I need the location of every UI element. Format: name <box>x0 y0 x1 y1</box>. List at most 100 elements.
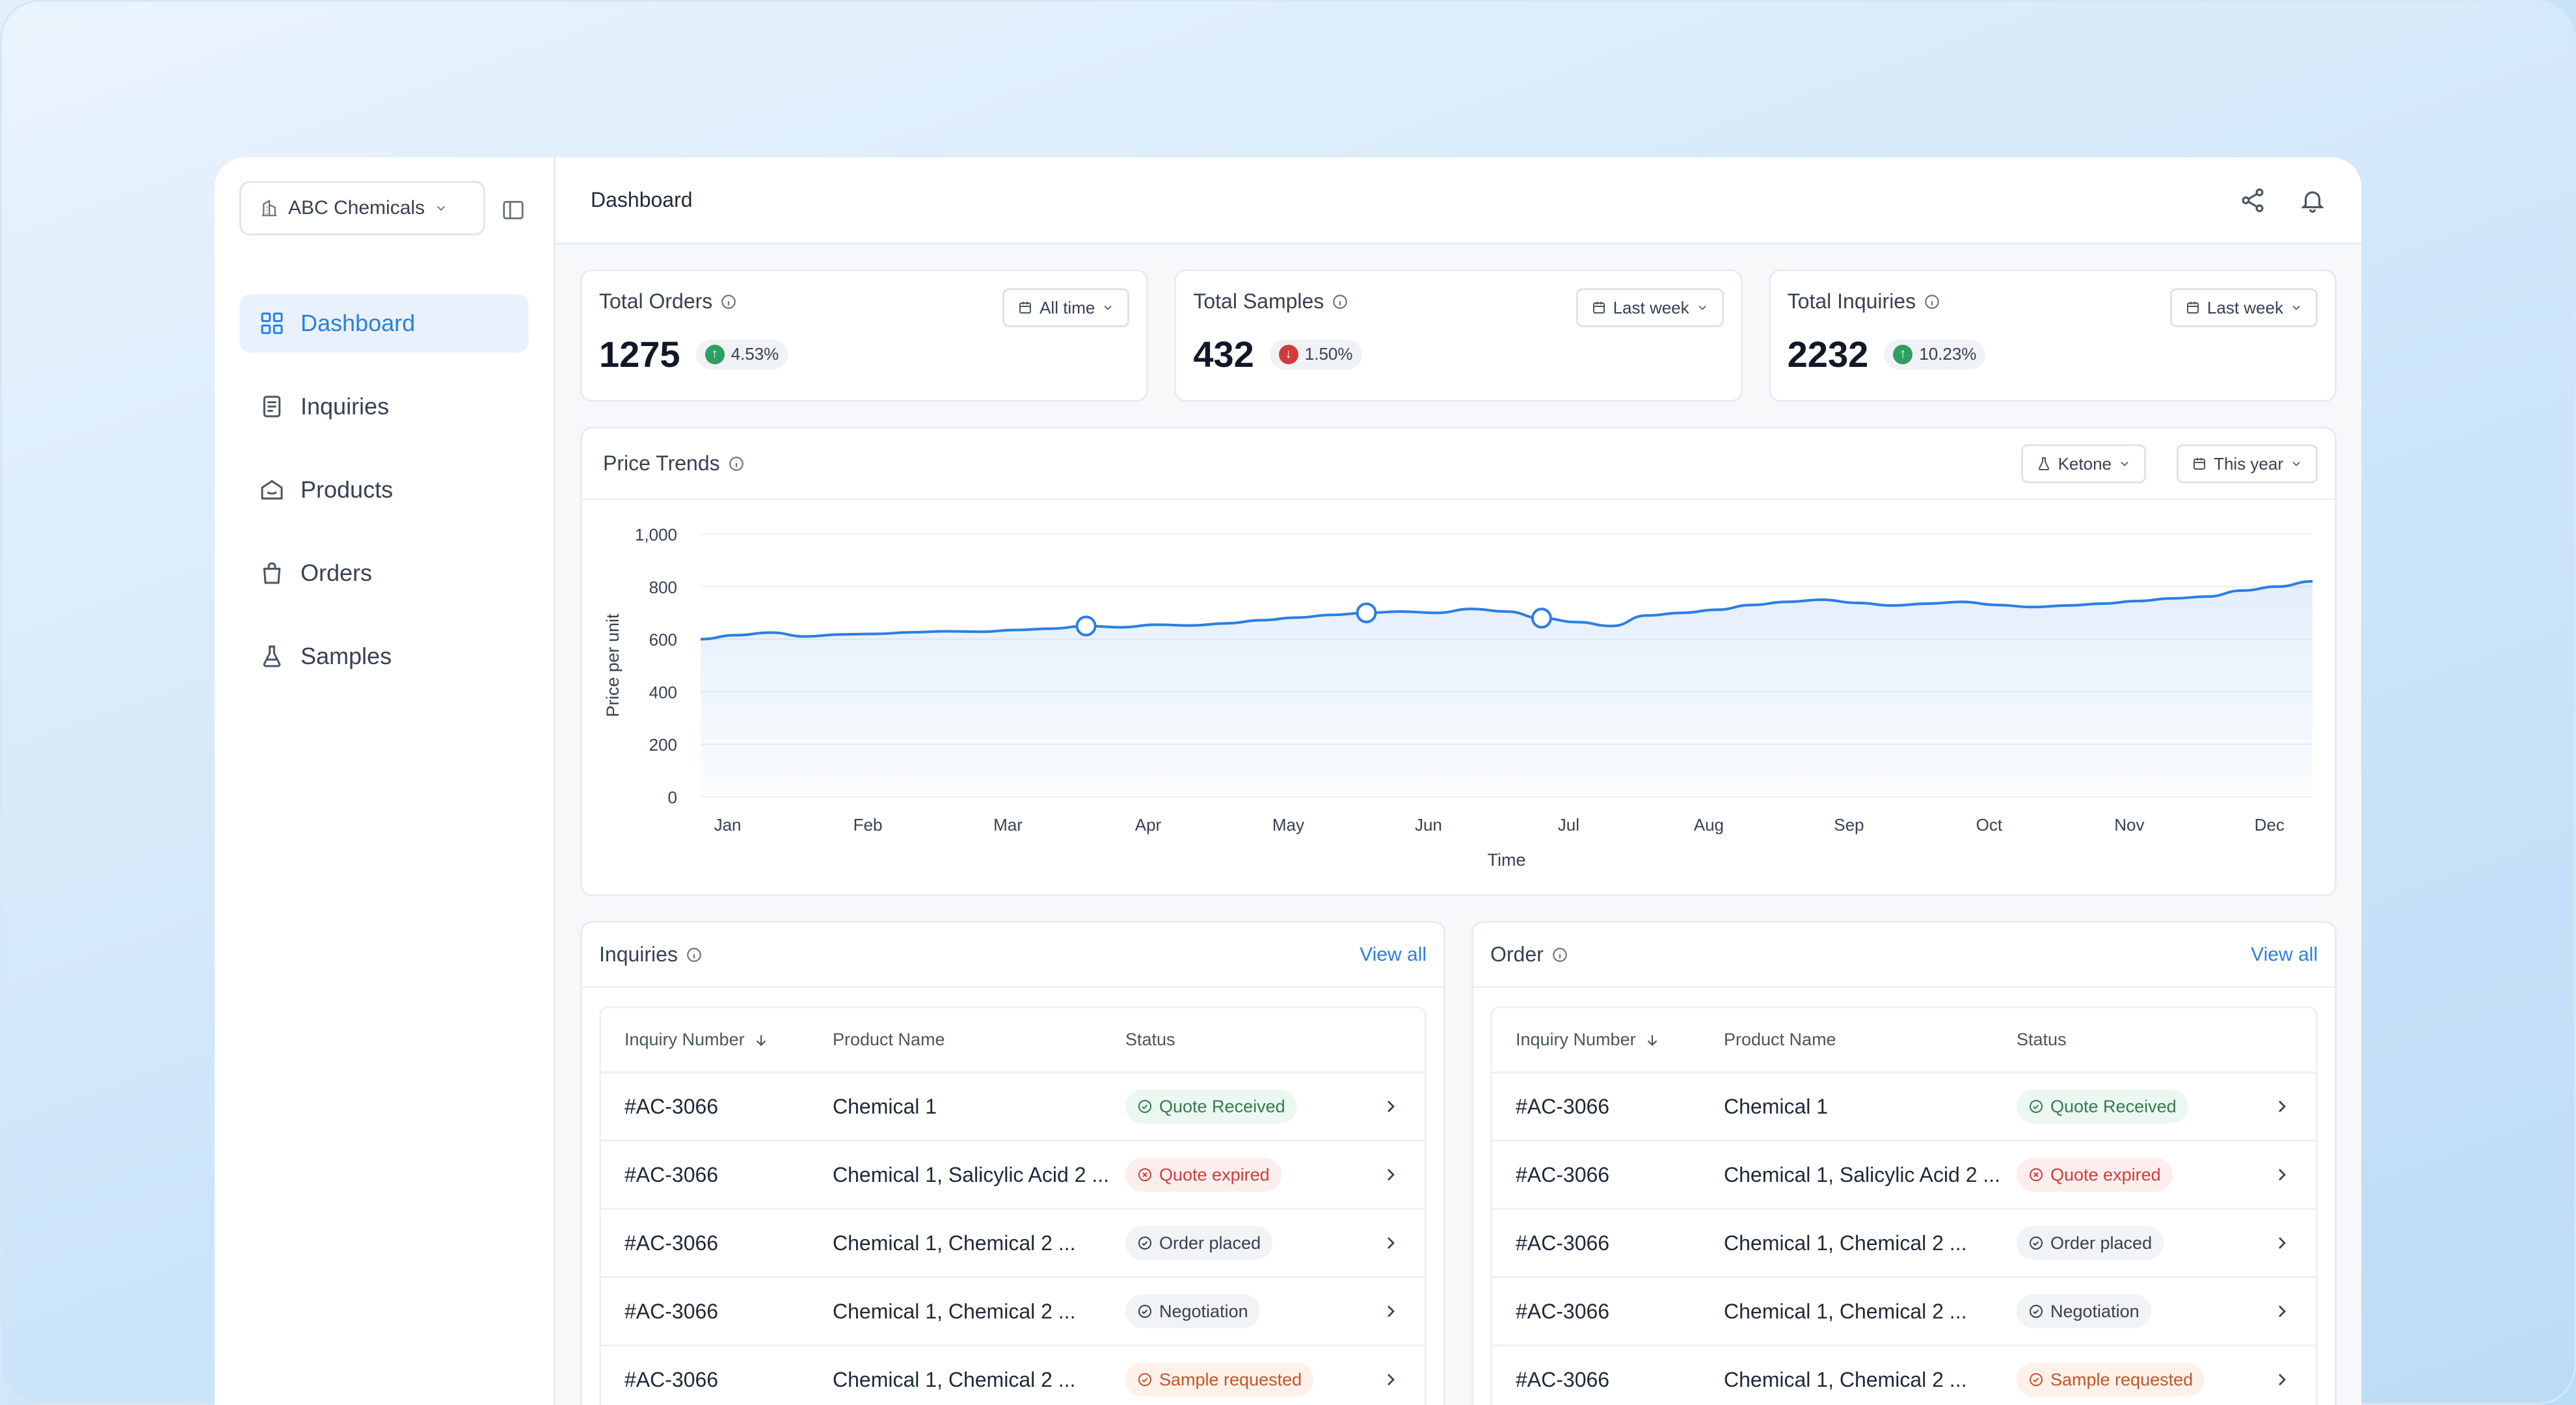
chevron-right-icon[interactable] <box>1380 1369 1401 1390</box>
info-icon[interactable] <box>1551 946 1568 963</box>
bag-icon <box>263 562 281 584</box>
table-row[interactable]: #AC-3066 Chemical 1, Chemical 2 ... Orde… <box>601 1210 1425 1278</box>
card-label: Total Samples <box>1193 289 1324 313</box>
status-badge: Quote Received <box>1125 1090 1297 1123</box>
y-tick-label: 200 <box>649 735 677 755</box>
x-tick-label: Nov <box>2114 815 2144 835</box>
info-icon[interactable] <box>728 455 745 472</box>
row-inquiry-number: #AC-3066 <box>1516 1299 1610 1323</box>
sidebar-item-label: Products <box>301 476 394 503</box>
sidebar-item-products[interactable]: Products <box>239 461 529 519</box>
chevron-right-icon[interactable] <box>1380 1096 1401 1117</box>
info-icon[interactable] <box>1332 293 1348 310</box>
table-row[interactable]: #AC-3066 Chemical 1 Quote Received <box>1492 1073 2316 1142</box>
row-product-name: Chemical 1 <box>833 1094 937 1118</box>
x-tick-label: Jan <box>714 815 742 835</box>
check-circle-icon <box>1138 1305 1151 1318</box>
sidebar-item-orders[interactable]: Orders <box>239 544 529 602</box>
org-switcher[interactable]: ABC Chemicals <box>239 181 485 235</box>
sidebar-item-inquiries[interactable]: Inquiries <box>239 377 529 436</box>
chevron-right-icon[interactable] <box>1380 1164 1401 1185</box>
table-row[interactable]: #AC-3066 Chemical 1, Salicylic Acid 2 ..… <box>601 1142 1425 1210</box>
sidebar-item-samples[interactable]: Samples <box>239 627 529 686</box>
table-row[interactable]: #AC-3066 Chemical 1, Salicylic Acid 2 ..… <box>1492 1142 2316 1210</box>
row-inquiry-number: #AC-3066 <box>624 1299 719 1323</box>
card-label: Total Inquiries <box>1787 289 1916 313</box>
calendar-icon <box>1592 302 1605 314</box>
table-row[interactable]: #AC-3066 Chemical 1, Chemical 2 ... Samp… <box>1492 1346 2316 1405</box>
sidebar-nav: Dashboard Inquiries Products Orders Samp… <box>239 294 529 686</box>
app-window: ABC Chemicals Dashboard Inquiries Produc… <box>215 157 2361 1405</box>
stat-cards: Total Orders 1275 ↑ 4.53% All time Total … <box>556 245 2361 402</box>
status-badge: Quote expired <box>1125 1158 1281 1192</box>
table-row[interactable]: #AC-3066 Chemical 1 Quote Received <box>601 1073 1425 1142</box>
x-tick-label: Aug <box>1694 815 1724 835</box>
column-header-inquiry-number[interactable]: Inquiry Number <box>1516 1030 1724 1050</box>
arrow-down-icon <box>756 1034 766 1046</box>
data-point-marker <box>1356 602 1377 624</box>
column-header-inquiry-number[interactable]: Inquiry Number <box>624 1030 833 1050</box>
filter-label: Ketone <box>2058 453 2112 474</box>
chevron-down-icon <box>436 206 446 211</box>
share-icon[interactable] <box>2239 187 2266 214</box>
table-row[interactable]: #AC-3066 Chemical 1, Chemical 2 ... Orde… <box>1492 1210 2316 1278</box>
info-icon[interactable] <box>686 946 703 963</box>
chevron-right-icon[interactable] <box>2272 1096 2292 1117</box>
chevron-right-icon[interactable] <box>1380 1301 1401 1322</box>
filter-dropdown[interactable]: All time <box>1002 288 1130 327</box>
chevron-right-icon[interactable] <box>2272 1233 2292 1253</box>
chevron-down-icon <box>2121 461 2128 466</box>
change-value: 1.50% <box>1304 344 1353 364</box>
chevron-right-icon[interactable] <box>2272 1164 2292 1185</box>
inquiries-title: Inquiries <box>599 943 678 966</box>
y-tick-label: 800 <box>649 578 677 597</box>
info-icon[interactable] <box>720 293 737 310</box>
org-name: ABC Chemicals <box>288 197 425 219</box>
change-badge: ↑ 4.53% <box>695 339 788 369</box>
x-tick-label: Oct <box>1976 815 2003 835</box>
check-circle-icon <box>2030 1373 2043 1386</box>
status-badge: Sample requested <box>1125 1363 1314 1397</box>
row-product-name: Chemical 1, Chemical 2 ... <box>833 1231 1076 1255</box>
sidebar-item-label: Samples <box>301 643 392 669</box>
row-product-name: Chemical 1, Salicylic Acid 2 ... <box>833 1162 1110 1186</box>
orders-title: Order <box>1490 943 1544 966</box>
info-icon[interactable] <box>1924 293 1940 310</box>
x-tick-label: Mar <box>993 815 1023 835</box>
status-badge: Quote Received <box>2017 1090 2188 1123</box>
table-header-row: Inquiry Number Product Name Status <box>601 1008 1425 1073</box>
arrow-down-icon <box>1647 1034 1657 1046</box>
period-filter-dropdown[interactable]: This year <box>2177 444 2318 483</box>
chevron-down-icon <box>2292 461 2300 466</box>
change-badge: ↑ 10.23% <box>1884 339 1986 369</box>
change-badge: ↓ 1.50% <box>1269 339 1362 369</box>
sidebar-toggle-icon[interactable] <box>501 198 526 222</box>
chevron-right-icon[interactable] <box>2272 1369 2292 1390</box>
y-tick-label: 1,000 <box>635 525 677 544</box>
row-inquiry-number: #AC-3066 <box>1516 1094 1610 1118</box>
sidebar-item-dashboard[interactable]: Dashboard <box>239 294 529 353</box>
column-header-status: Status <box>1125 1030 1175 1049</box>
column-header-product-name: Product Name <box>833 1030 945 1049</box>
row-product-name: Chemical 1, Chemical 2 ... <box>833 1299 1076 1323</box>
flask-icon <box>2038 457 2049 470</box>
orders-table: Inquiry Number Product Name Status #AC-3… <box>1490 1006 2318 1405</box>
card-value: 1275 <box>599 334 680 375</box>
main-content: Dashboard Total Orders 1275 ↑ 4.53% All t… <box>556 157 2361 1405</box>
filter-dropdown[interactable]: Last week <box>1576 288 1724 327</box>
x-tick-label: May <box>1272 815 1304 835</box>
filter-label: This year <box>2214 453 2283 474</box>
y-axis-label: Price per unit <box>603 613 623 717</box>
table-row[interactable]: #AC-3066 Chemical 1, Chemical 2 ... Samp… <box>601 1346 1425 1405</box>
chevron-right-icon[interactable] <box>1380 1233 1401 1253</box>
chevron-right-icon[interactable] <box>2272 1301 2292 1322</box>
arrow-up-icon: ↑ <box>1893 344 1913 364</box>
filter-dropdown[interactable]: Last week <box>2169 288 2318 327</box>
bell-icon[interactable] <box>2299 187 2326 214</box>
product-filter-dropdown[interactable]: Ketone <box>2020 444 2146 483</box>
table-row[interactable]: #AC-3066 Chemical 1, Chemical 2 ... Nego… <box>1492 1278 2316 1346</box>
box-icon <box>261 479 283 500</box>
table-row[interactable]: #AC-3066 Chemical 1, Chemical 2 ... Nego… <box>601 1278 1425 1346</box>
orders-view-all-link[interactable]: View all <box>2251 943 2318 965</box>
inquiries-view-all-link[interactable]: View all <box>1360 943 1427 965</box>
